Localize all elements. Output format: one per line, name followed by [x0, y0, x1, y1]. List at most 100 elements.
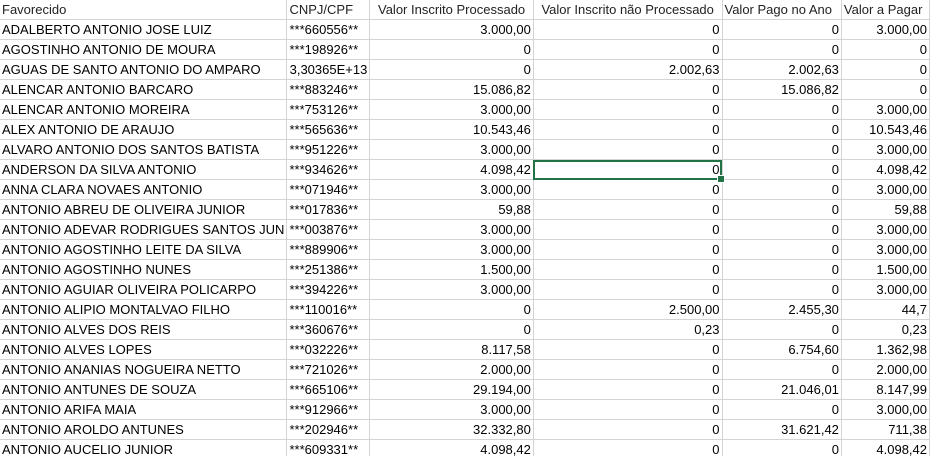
valor-pago-no-ano-cell[interactable]: 0 — [722, 439, 842, 456]
cnpj-cpf-cell[interactable]: ***202946** — [286, 419, 371, 440]
valor-a-pagar-cell[interactable]: 8.147,99 — [841, 379, 930, 400]
valor-pago-no-ano-cell[interactable]: 21.046,01 — [722, 379, 842, 400]
selected-cell[interactable]: 0 — [533, 159, 723, 180]
valor-inscrito-processado-cell[interactable]: 3.000,00 — [369, 279, 534, 300]
valor-inscrito-processado-cell[interactable]: 4.098,42 — [369, 439, 534, 456]
favorecido-cell[interactable]: ANTONIO ALIPIO MONTALVAO FILHO — [0, 299, 288, 320]
valor-inscrito-nao-processado-cell[interactable]: 0 — [533, 279, 723, 300]
favorecido-cell[interactable]: ADALBERTO ANTONIO JOSE LUIZ — [0, 19, 288, 40]
favorecido-cell[interactable]: ANTONIO AGOSTINHO LEITE DA SILVA — [0, 239, 288, 260]
valor-a-pagar-cell[interactable]: 3.000,00 — [841, 179, 930, 200]
valor-pago-no-ano-cell[interactable]: 31.621,42 — [722, 419, 842, 440]
valor-inscrito-nao-processado-cell[interactable]: 0 — [533, 99, 723, 120]
favorecido-cell[interactable]: ANTONIO ANANIAS NOGUEIRA NETTO — [0, 359, 288, 380]
valor-a-pagar-cell[interactable]: 44,7 — [841, 299, 930, 320]
valor-inscrito-nao-processado-cell[interactable]: 0 — [533, 19, 723, 40]
valor-a-pagar-cell[interactable]: 3.000,00 — [841, 219, 930, 240]
valor-pago-no-ano-cell[interactable]: 0 — [722, 179, 842, 200]
valor-inscrito-nao-processado-cell[interactable]: 0,23 — [533, 319, 723, 340]
cnpj-cpf-cell[interactable]: ***032226** — [286, 339, 371, 360]
valor-inscrito-processado-cell[interactable]: 3.000,00 — [369, 399, 534, 420]
cnpj-cpf-cell[interactable]: ***912966** — [286, 399, 371, 420]
favorecido-cell[interactable]: ALENCAR ANTONIO MOREIRA — [0, 99, 288, 120]
valor-inscrito-processado-cell[interactable]: 3.000,00 — [369, 139, 534, 160]
valor-inscrito-nao-processado-cell[interactable]: 0 — [533, 199, 723, 220]
valor-pago-no-ano-cell[interactable]: 0 — [722, 359, 842, 380]
valor-inscrito-processado-cell[interactable]: 2.000,00 — [369, 359, 534, 380]
valor-a-pagar-cell[interactable]: 4.098,42 — [841, 439, 930, 456]
cnpj-cpf-cell[interactable]: ***003876** — [286, 219, 371, 240]
fill-handle[interactable] — [717, 174, 725, 183]
favorecido-cell[interactable]: ALVARO ANTONIO DOS SANTOS BATISTA — [0, 139, 288, 160]
valor-inscrito-nao-processado-cell[interactable]: 0 — [533, 79, 723, 100]
valor-a-pagar-cell[interactable]: 2.000,00 — [841, 359, 930, 380]
valor-pago-no-ano-cell[interactable]: 0 — [722, 139, 842, 160]
valor-pago-no-ano-cell[interactable]: 0 — [722, 99, 842, 120]
valor-a-pagar-cell[interactable]: 1.362,98 — [841, 339, 930, 360]
cnpj-cpf-cell[interactable]: ***394226** — [286, 279, 371, 300]
valor-pago-no-ano-cell[interactable]: 0 — [722, 399, 842, 420]
valor-inscrito-nao-processado-cell[interactable]: 0 — [533, 359, 723, 380]
valor-a-pagar-cell[interactable]: 3.000,00 — [841, 239, 930, 260]
valor-a-pagar-cell[interactable]: 0 — [841, 39, 930, 60]
valor-a-pagar-cell[interactable]: 711,38 — [841, 419, 930, 440]
cnpj-cpf-cell[interactable]: ***665106** — [286, 379, 371, 400]
valor-pago-no-ano-cell[interactable]: 0 — [722, 239, 842, 260]
valor-inscrito-processado-cell[interactable]: 59,88 — [369, 199, 534, 220]
valor-inscrito-nao-processado-cell[interactable]: 0 — [533, 139, 723, 160]
valor-a-pagar-cell[interactable]: 59,88 — [841, 199, 930, 220]
cnpj-cpf-cell[interactable]: ***934626** — [286, 159, 371, 180]
valor-inscrito-nao-processado-cell[interactable]: 0 — [533, 439, 723, 456]
valor-inscrito-nao-processado-cell[interactable]: 2.002,63 — [533, 59, 723, 80]
header-valor-inscrito-processado[interactable]: Valor Inscrito Processado — [369, 0, 534, 20]
header-valor-pago-no-ano[interactable]: Valor Pago no Ano — [722, 0, 842, 20]
valor-pago-no-ano-cell[interactable]: 0 — [722, 199, 842, 220]
cnpj-cpf-cell[interactable]: ***721026** — [286, 359, 371, 380]
cnpj-cpf-cell[interactable]: ***071946** — [286, 179, 371, 200]
valor-inscrito-processado-cell[interactable]: 4.098,42 — [369, 159, 534, 180]
valor-inscrito-processado-cell[interactable]: 1.500,00 — [369, 259, 534, 280]
valor-inscrito-processado-cell[interactable]: 0 — [369, 59, 534, 80]
valor-inscrito-processado-cell[interactable]: 29.194,00 — [369, 379, 534, 400]
valor-inscrito-nao-processado-cell[interactable]: 2.500,00 — [533, 299, 723, 320]
valor-pago-no-ano-cell[interactable]: 0 — [722, 259, 842, 280]
cnpj-cpf-cell[interactable]: ***565636** — [286, 119, 371, 140]
favorecido-cell[interactable]: ANTONIO ALVES DOS REIS — [0, 319, 288, 340]
valor-a-pagar-cell[interactable]: 0 — [841, 59, 930, 80]
favorecido-cell[interactable]: ANNA CLARA NOVAES ANTONIO — [0, 179, 288, 200]
valor-a-pagar-cell[interactable]: 3.000,00 — [841, 99, 930, 120]
cnpj-cpf-cell[interactable]: ***110016** — [286, 299, 371, 320]
valor-inscrito-processado-cell[interactable]: 15.086,82 — [369, 79, 534, 100]
valor-pago-no-ano-cell[interactable]: 0 — [722, 19, 842, 40]
valor-inscrito-nao-processado-cell[interactable]: 0 — [533, 119, 723, 140]
cnpj-cpf-cell[interactable]: ***017836** — [286, 199, 371, 220]
valor-pago-no-ano-cell[interactable]: 15.086,82 — [722, 79, 842, 100]
valor-pago-no-ano-cell[interactable]: 0 — [722, 219, 842, 240]
valor-a-pagar-cell[interactable]: 3.000,00 — [841, 19, 930, 40]
favorecido-cell[interactable]: ANTONIO ANTUNES DE SOUZA — [0, 379, 288, 400]
valor-a-pagar-cell[interactable]: 4.098,42 — [841, 159, 930, 180]
valor-a-pagar-cell[interactable]: 10.543,46 — [841, 119, 930, 140]
favorecido-cell[interactable]: ANTONIO ABREU DE OLIVEIRA JUNIOR — [0, 199, 288, 220]
valor-inscrito-processado-cell[interactable]: 10.543,46 — [369, 119, 534, 140]
valor-inscrito-nao-processado-cell[interactable]: 0 — [533, 39, 723, 60]
valor-inscrito-processado-cell[interactable]: 3.000,00 — [369, 19, 534, 40]
cnpj-cpf-cell[interactable]: ***660556** — [286, 19, 371, 40]
valor-pago-no-ano-cell[interactable]: 0 — [722, 119, 842, 140]
favorecido-cell[interactable]: ALEX ANTONIO DE ARAUJO — [0, 119, 288, 140]
valor-a-pagar-cell[interactable]: 3.000,00 — [841, 139, 930, 160]
cnpj-cpf-cell[interactable]: 3,30365E+13 — [286, 59, 371, 80]
valor-pago-no-ano-cell[interactable]: 6.754,60 — [722, 339, 842, 360]
valor-a-pagar-cell[interactable]: 0 — [841, 79, 930, 100]
valor-pago-no-ano-cell[interactable]: 2.455,30 — [722, 299, 842, 320]
valor-pago-no-ano-cell[interactable]: 2.002,63 — [722, 59, 842, 80]
favorecido-cell[interactable]: ALENCAR ANTONIO BARCARO — [0, 79, 288, 100]
valor-inscrito-nao-processado-cell[interactable]: 0 — [533, 419, 723, 440]
header-valor-inscrito-nao-processado[interactable]: Valor Inscrito não Processado — [533, 0, 723, 20]
valor-a-pagar-cell[interactable]: 1.500,00 — [841, 259, 930, 280]
favorecido-cell[interactable]: ANTONIO AUCELIO JUNIOR — [0, 439, 288, 456]
valor-inscrito-nao-processado-cell[interactable]: 0 — [533, 399, 723, 420]
valor-a-pagar-cell[interactable]: 3.000,00 — [841, 399, 930, 420]
valor-a-pagar-cell[interactable]: 3.000,00 — [841, 279, 930, 300]
